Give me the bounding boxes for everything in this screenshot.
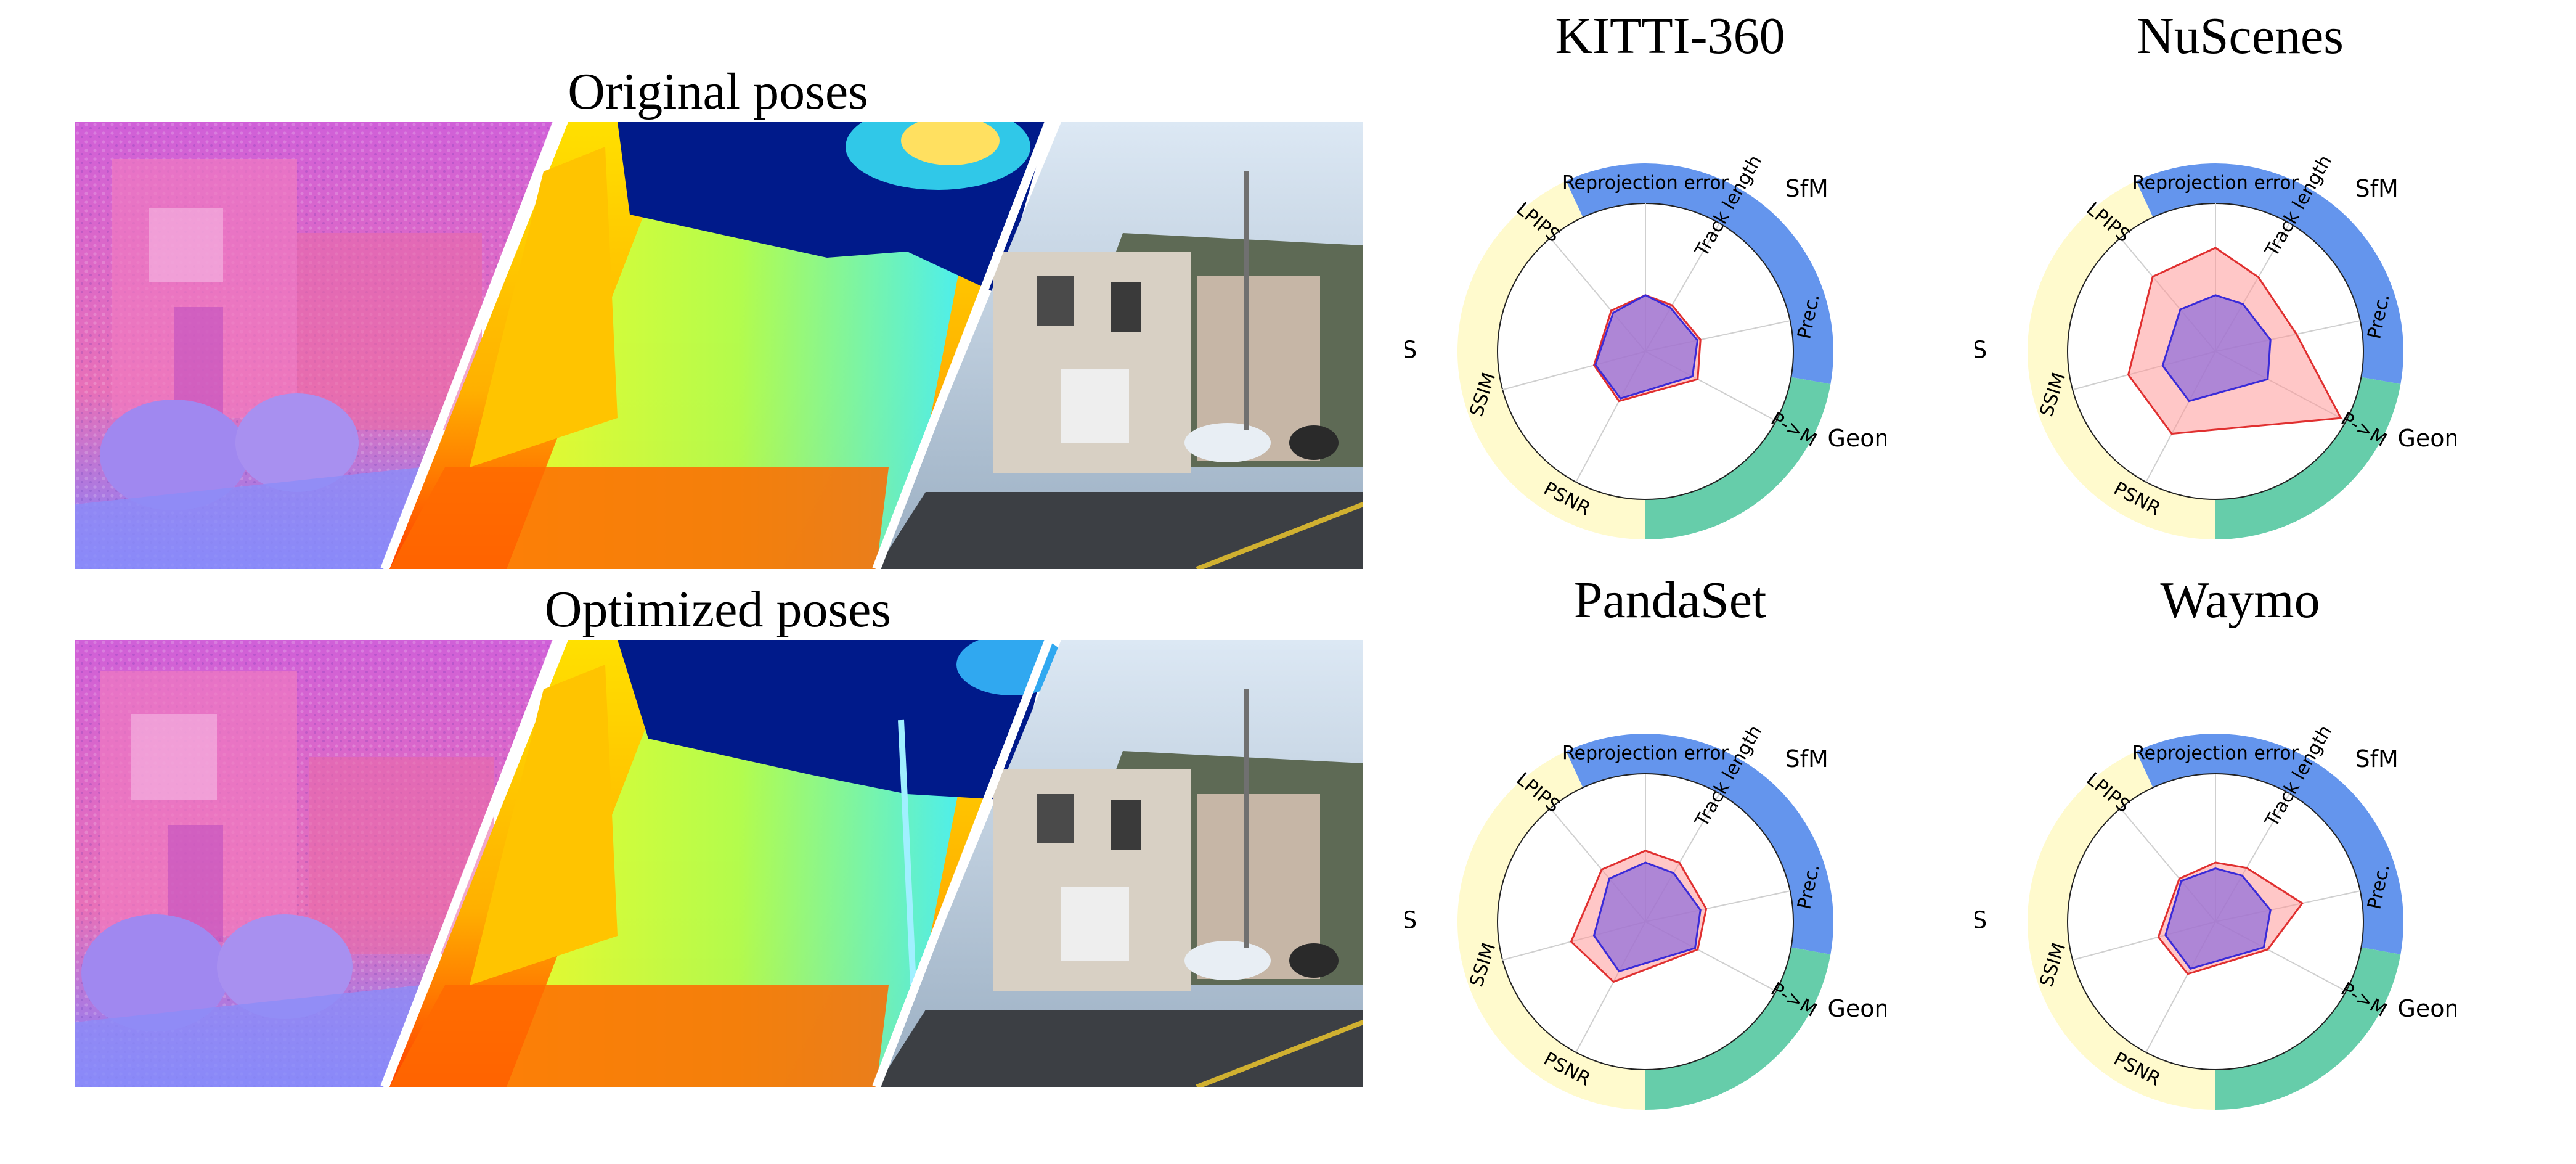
group-arc-sfm (2136, 734, 2403, 954)
group-arc-geometric (2215, 947, 2401, 1110)
radar-nuscenes: Reprojection error Track length Prec. P->M P… (1939, 111, 2520, 558)
group-label: NVS (1405, 337, 1417, 364)
optimized-poses-polygon (1594, 294, 1699, 400)
optimized-poses-image (75, 640, 1363, 1087)
radar-title-kitti: KITTI-360 (1555, 7, 1785, 65)
group-label: NVS (1405, 907, 1417, 934)
axis-label: Reprojection error (1562, 173, 1729, 194)
group-arc-nvs (1457, 751, 1645, 1110)
group-arc-sfm (1566, 734, 1833, 954)
group-label: Geometric (2397, 425, 2456, 452)
group-label: SfM (1785, 175, 1828, 202)
axis-label: Reprojection error (2132, 173, 2299, 194)
group-label: SfM (2355, 745, 2398, 773)
radar-title-pandaset: PandaSet (1573, 572, 1767, 629)
group-arc-sfm (2136, 163, 2403, 384)
radar-pandaset: Reprojection error Track length Prec. P->M P… (1369, 681, 1950, 1128)
radar-waymo: Reprojection error Track length Prec. P->M P… (1939, 681, 2520, 1128)
group-label: NVS (1975, 907, 1987, 934)
group-label: SfM (2355, 175, 2398, 202)
group-label: Geometric (2397, 995, 2456, 1022)
group-arc-geometric (1645, 377, 1831, 539)
optimized-poses-title: Optimized poses (544, 581, 892, 638)
radar-kitti-360: Reprojection error Track length Prec. P->M P… (1369, 111, 1950, 558)
original-poses-title: Original poses (568, 63, 868, 120)
group-arc-nvs (2028, 181, 2215, 539)
group-label: NVS (1975, 337, 1987, 364)
group-arc-geometric (1645, 947, 1831, 1110)
optimized-poses-polygon (2161, 294, 2272, 403)
group-label: SfM (1785, 745, 1828, 773)
group-label: Geometric (1827, 995, 1886, 1022)
group-arc-geometric (2215, 377, 2401, 539)
group-arc-nvs (1457, 181, 1645, 539)
group-arc-nvs (2028, 751, 2215, 1110)
optimized-poses-polygon (1592, 861, 1702, 973)
group-label: Geometric (1827, 425, 1886, 452)
radar-title-waymo: Waymo (2160, 572, 2320, 629)
axis-label: Reprojection error (1562, 743, 1729, 764)
original-poses-image (75, 122, 1363, 569)
optimized-poses-polygon (2164, 867, 2272, 970)
axis-label: Reprojection error (2132, 743, 2299, 764)
radar-title-nuscenes: NuScenes (2137, 7, 2344, 65)
group-arc-sfm (1566, 163, 1833, 384)
